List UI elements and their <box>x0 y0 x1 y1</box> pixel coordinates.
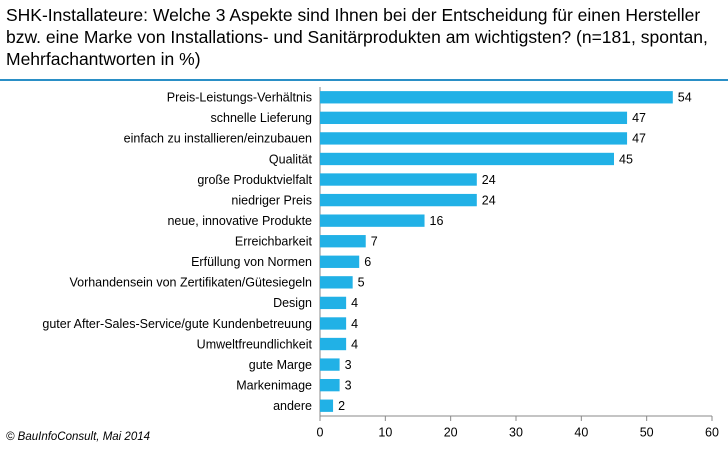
value-label: 4 <box>351 337 358 351</box>
value-label: 54 <box>678 91 692 105</box>
y-tick-label: Qualität <box>269 152 313 166</box>
x-tick-label: 0 <box>317 425 324 439</box>
value-label: 3 <box>345 378 352 392</box>
bar <box>320 399 334 412</box>
bar <box>320 378 340 392</box>
bar <box>320 111 628 125</box>
y-tick-label: guter After-Sales-Service/gute Kundenbet… <box>42 317 312 331</box>
y-tick-label: Preis-Leistungs-Verhältnis <box>167 91 312 105</box>
value-label: 4 <box>351 317 358 331</box>
value-label: 4 <box>351 296 358 310</box>
value-label: 6 <box>364 255 371 269</box>
value-label: 5 <box>358 276 365 290</box>
bar <box>320 276 353 289</box>
y-tick-label: andere <box>273 399 312 413</box>
x-tick-label: 50 <box>640 425 654 439</box>
bar <box>320 255 360 268</box>
value-label: 7 <box>371 235 378 249</box>
y-tick-label: einfach zu installieren/einzubauen <box>124 132 312 146</box>
value-label: 45 <box>619 152 633 166</box>
bar <box>320 337 347 351</box>
x-tick-label: 40 <box>574 425 588 439</box>
bar <box>320 152 614 166</box>
y-tick-label: Markenimage <box>236 378 312 392</box>
bar <box>320 214 425 227</box>
value-label: 3 <box>345 358 352 372</box>
x-tick-label: 60 <box>705 425 719 439</box>
y-tick-label: große Produktvielfalt <box>197 173 312 187</box>
y-tick-label: neue, innovative Produkte <box>167 214 312 228</box>
value-label: 24 <box>482 193 496 207</box>
y-tick-label: Erreichbarkeit <box>235 235 313 249</box>
y-tick-label: schnelle Lieferung <box>211 111 313 125</box>
x-tick-label: 30 <box>509 425 523 439</box>
y-tick-label: Umweltfreundlichkeit <box>197 337 313 351</box>
bar <box>320 173 477 186</box>
value-label: 47 <box>632 132 646 146</box>
x-tick-label: 20 <box>444 425 458 439</box>
bar <box>320 296 347 310</box>
x-tick-label: 10 <box>378 425 392 439</box>
y-tick-label: gute Marge <box>249 358 312 372</box>
bar <box>320 358 340 371</box>
bar <box>320 235 366 248</box>
y-tick-label: Vorhandensein von Zertifikaten/Gütesiege… <box>69 276 312 290</box>
value-label: 47 <box>632 111 646 125</box>
bar <box>320 317 347 330</box>
y-tick-label: Design <box>273 296 312 310</box>
bar <box>320 91 673 104</box>
bar <box>320 132 628 145</box>
y-tick-label: Erfüllung von Normen <box>191 255 312 269</box>
value-label: 16 <box>430 214 444 228</box>
title-rule <box>0 79 728 81</box>
value-label: 24 <box>482 173 496 187</box>
y-tick-label: niedriger Preis <box>231 193 312 207</box>
bar <box>320 193 477 207</box>
chart-title: SHK-Installateure: Welche 3 Aspekte sind… <box>6 5 708 69</box>
source-note: © BauInfoConsult, Mai 2014 <box>6 431 151 443</box>
value-label: 2 <box>338 399 345 413</box>
